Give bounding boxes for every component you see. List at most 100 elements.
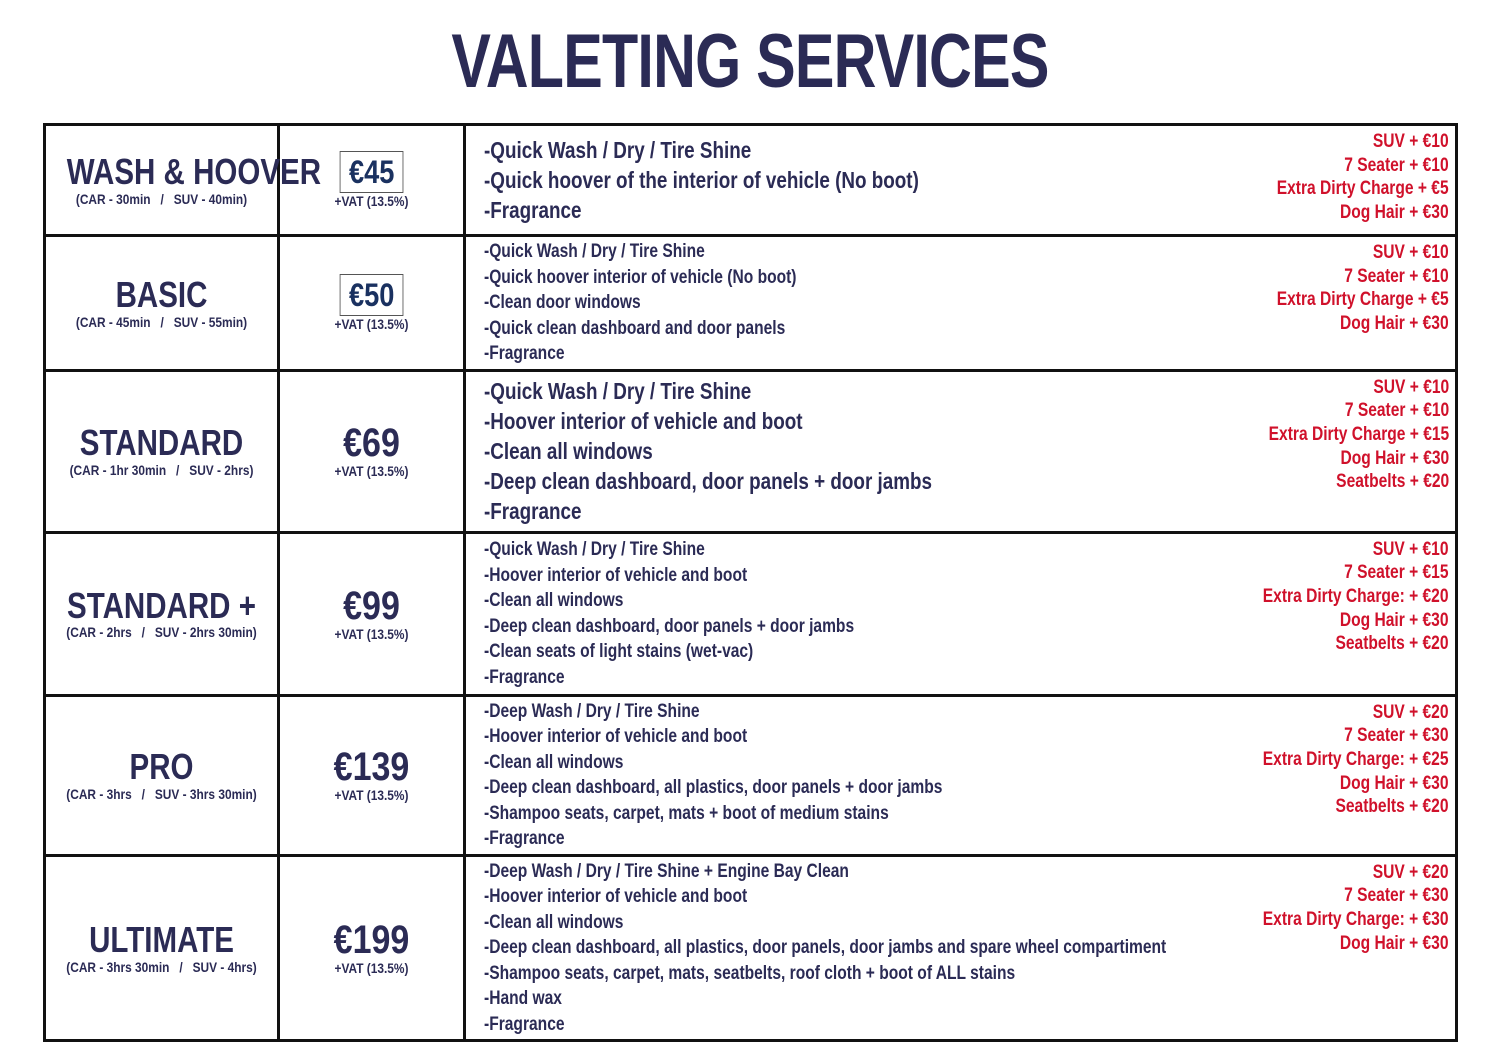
extras-list: SUV + €10 7 Seater + €10 Extra Dirty Charg… bbox=[1277, 241, 1449, 336]
feature: -Deep Wash / Dry / Tire Shine + Engine B… bbox=[484, 860, 849, 882]
vat-note: +VAT (13.5%) bbox=[334, 787, 409, 803]
extra-charge: Dog Hair + €30 bbox=[1340, 202, 1449, 224]
feature: -Fragrance bbox=[484, 1013, 565, 1035]
feature-list: -Deep Wash / Dry / Tire Shine + Engine B… bbox=[484, 859, 1280, 1038]
extra-charge: Dog Hair + €30 bbox=[1340, 932, 1449, 954]
feature: -Deep clean dashboard, door panels + doo… bbox=[484, 615, 855, 637]
feature: -Hoover interior of vehicle and boot bbox=[484, 886, 748, 907]
extra-charge: 7 Seater + €15 bbox=[1344, 562, 1449, 584]
name-cell: WASH & HOOVER (CAR - 30min / SUV - 40min) bbox=[43, 123, 322, 237]
extra-charge: 7 Seater + €10 bbox=[1344, 265, 1449, 287]
extra-charge: SUV + €10 bbox=[1373, 538, 1449, 560]
services-table: WASH & HOOVER (CAR - 30min / SUV - 40min)… bbox=[43, 123, 1458, 1042]
feature: -Quick Wash / Dry / Tire Shine bbox=[484, 539, 705, 560]
service-row: STANDARD (CAR - 1hr 30min / SUV - 2hrs) €6… bbox=[43, 368, 1458, 534]
price: €99 bbox=[343, 583, 400, 628]
feature: -Quick hoover interior of vehicle (No bo… bbox=[484, 266, 797, 288]
service-row: ULTIMATE (CAR - 3hrs 30min / SUV - 4hrs) €… bbox=[43, 853, 1458, 1042]
feature: -Fragrance bbox=[484, 666, 565, 688]
name-cell: BASIC (CAR - 45min / SUV - 55min) bbox=[43, 234, 280, 372]
feature: -Clean all windows bbox=[484, 751, 624, 773]
price-cell: €69 +VAT (13.5%) bbox=[277, 368, 466, 534]
feature: -Deep clean dashboard, door panels + doo… bbox=[484, 468, 933, 494]
feature: -Quick hoover of the interior of vehicle… bbox=[484, 167, 919, 193]
service-times: (CAR - 3hrs 30min / SUV - 4hrs) bbox=[66, 958, 257, 975]
extras-list: SUV + €10 7 Seater + €10 Extra Dirty Charg… bbox=[1277, 130, 1449, 225]
vat-note: +VAT (13.5%) bbox=[334, 463, 409, 479]
price-cell: €139 +VAT (13.5%) bbox=[277, 693, 466, 857]
feature: -Shampoo seats, carpet, mats + boot of m… bbox=[484, 802, 889, 824]
price: €139 bbox=[333, 745, 410, 789]
feature: -Quick Wash / Dry / Tire Shine bbox=[484, 378, 752, 404]
feature: -Quick Wash / Dry / Tire Shine bbox=[484, 137, 752, 163]
feature: -Clean all windows bbox=[484, 911, 624, 933]
vat-note: +VAT (13.5%) bbox=[334, 959, 409, 976]
service-times: (CAR - 2hrs / SUV - 2hrs 30min) bbox=[66, 624, 257, 641]
price-cell: €99 +VAT (13.5%) bbox=[277, 530, 466, 697]
service-name: STANDARD bbox=[79, 422, 244, 464]
extra-charge: Seatbelts + €20 bbox=[1335, 633, 1449, 655]
features-cell: -Deep Wash / Dry / Tire Shine + Engine B… bbox=[463, 853, 1458, 1042]
features-cell: -Quick Wash / Dry / Tire Shine -Quick hoo… bbox=[463, 123, 1458, 237]
service-times: (CAR - 45min / SUV - 55min) bbox=[75, 313, 248, 330]
service-row: BASIC (CAR - 45min / SUV - 55min) €50 +VAT … bbox=[43, 234, 1458, 372]
service-name: PRO bbox=[129, 746, 194, 788]
extra-charge: 7 Seater + €30 bbox=[1344, 885, 1449, 907]
feature: -Fragrance bbox=[484, 197, 582, 223]
service-row: WASH & HOOVER (CAR - 30min / SUV - 40min)… bbox=[43, 123, 1458, 237]
extra-charge: SUV + €10 bbox=[1373, 131, 1449, 152]
extra-charge: Dog Hair + €30 bbox=[1340, 609, 1449, 631]
feature: -Clean all windows bbox=[484, 438, 653, 464]
extra-charge: 7 Seater + €30 bbox=[1344, 725, 1449, 747]
extra-charge: Extra Dirty Charge: + €20 bbox=[1263, 585, 1449, 607]
price-cell: €199 +VAT (13.5%) bbox=[277, 853, 466, 1042]
service-name: WASH & HOOVER bbox=[66, 151, 322, 193]
feature: -Clean all windows bbox=[484, 590, 624, 611]
name-cell: STANDARD (CAR - 1hr 30min / SUV - 2hrs) bbox=[43, 368, 280, 534]
feature: -Fragrance bbox=[484, 498, 582, 524]
feature: -Shampoo seats, carpet, mats, seatbelts,… bbox=[484, 962, 1016, 984]
extra-charge: Extra Dirty Charge: + €30 bbox=[1263, 908, 1449, 930]
features-cell: -Deep Wash / Dry / Tire Shine -Hoover int… bbox=[463, 693, 1458, 857]
service-row: PRO (CAR - 3hrs / SUV - 3hrs 30min) €139 +V… bbox=[43, 693, 1458, 857]
service-times: (CAR - 3hrs / SUV - 3hrs 30min) bbox=[66, 785, 257, 802]
table-body: WASH & HOOVER (CAR - 30min / SUV - 40min)… bbox=[43, 123, 1458, 1042]
feature-list: -Quick Wash / Dry / Tire Shine -Quick hoo… bbox=[484, 135, 1280, 225]
feature: -Deep Wash / Dry / Tire Shine bbox=[484, 700, 700, 722]
service-row: STANDARD + (CAR - 2hrs / SUV - 2hrs 30min… bbox=[43, 530, 1458, 697]
extra-charge: SUV + €20 bbox=[1373, 701, 1449, 723]
price-cell: €45 +VAT (13.5%) bbox=[277, 123, 466, 237]
feature: -Hoover interior of vehicle and boot bbox=[484, 408, 803, 434]
extra-charge: 7 Seater + €10 bbox=[1344, 400, 1449, 422]
feature: -Clean door windows bbox=[484, 292, 641, 313]
extras-list: SUV + €20 7 Seater + €30 Extra Dirty Charg… bbox=[1263, 861, 1449, 956]
name-cell: PRO (CAR - 3hrs / SUV - 3hrs 30min) bbox=[43, 693, 280, 857]
features-cell: -Quick Wash / Dry / Tire Shine -Hoover in… bbox=[463, 530, 1458, 697]
extra-charge: Dog Hair + €30 bbox=[1340, 313, 1449, 335]
extra-charge: Dog Hair + €30 bbox=[1340, 447, 1449, 469]
feature: -Fragrance bbox=[484, 828, 565, 849]
feature: -Deep clean dashboard, all plastics, doo… bbox=[484, 937, 1167, 958]
vat-note: +VAT (13.5%) bbox=[334, 193, 409, 209]
title: VALETING SERVICES bbox=[451, 19, 1049, 104]
service-name: ULTIMATE bbox=[89, 918, 234, 960]
feature: -Hoover interior of vehicle and boot bbox=[484, 726, 748, 747]
price: €45 bbox=[339, 151, 404, 193]
extra-charge: 7 Seater + €10 bbox=[1344, 154, 1449, 176]
service-times: (CAR - 1hr 30min / SUV - 2hrs) bbox=[69, 461, 254, 478]
extra-charge: Extra Dirty Charge + €5 bbox=[1277, 178, 1449, 200]
vat-note: +VAT (13.5%) bbox=[334, 315, 409, 332]
price-cell: €50 +VAT (13.5%) bbox=[277, 234, 466, 372]
feature: -Quick clean dashboard and door panels bbox=[484, 317, 786, 339]
extra-charge: Seatbelts + €20 bbox=[1335, 471, 1449, 493]
feature-list: -Quick Wash / Dry / Tire Shine -Quick hoo… bbox=[484, 239, 1280, 367]
feature: -Fragrance bbox=[484, 343, 565, 364]
extra-charge: Extra Dirty Charge + €15 bbox=[1268, 423, 1449, 445]
feature: -Quick Wash / Dry / Tire Shine bbox=[484, 241, 705, 262]
name-cell: STANDARD + (CAR - 2hrs / SUV - 2hrs 30min… bbox=[43, 530, 280, 697]
feature: -Hand wax bbox=[484, 988, 562, 1009]
service-name: STANDARD + bbox=[67, 584, 256, 626]
price: €199 bbox=[333, 917, 410, 962]
extra-charge: Extra Dirty Charge: + €25 bbox=[1263, 748, 1449, 770]
